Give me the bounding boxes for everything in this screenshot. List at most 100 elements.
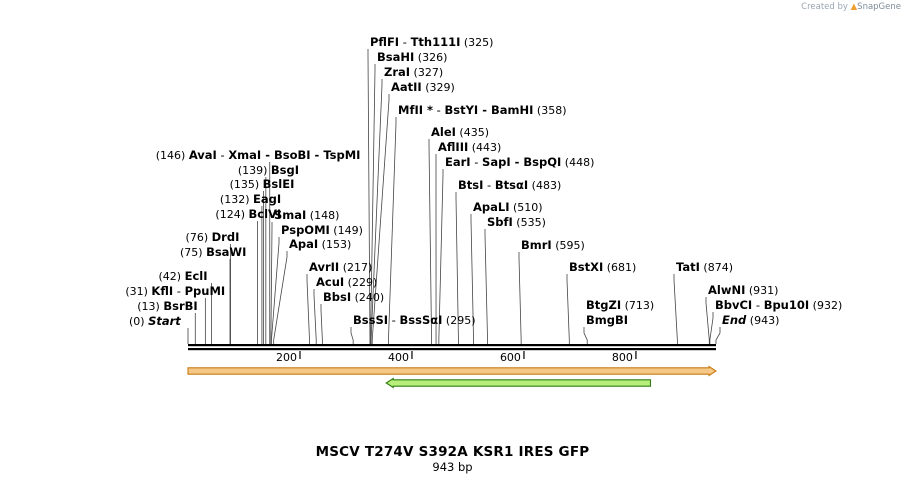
site-sep-eari: - — [471, 155, 482, 169]
leader-zrai — [370, 79, 383, 344]
leader-alei — [428, 139, 432, 344]
site-pos-btgzi: (713) — [621, 299, 654, 312]
backbone-bottom-line — [188, 348, 716, 351]
site-tati: TatI (874) — [676, 260, 733, 274]
site-pos-pflfi: (325) — [460, 36, 493, 49]
site-leaders — [187, 49, 721, 344]
leader-acui — [313, 289, 317, 344]
site-name-bbsi: BbsI — [323, 290, 351, 304]
site-text-bstxi: BstXI (681) — [569, 260, 636, 274]
site-pos-tati: (874) — [700, 261, 733, 274]
site-name-afliii: AflIII — [438, 140, 468, 154]
site-bslei: (135) BslEI — [230, 177, 295, 191]
site-end: End (943) — [722, 313, 779, 327]
site-name-eari: EarI — [445, 155, 471, 169]
site-apai: ApaI (153) — [289, 237, 351, 251]
site-pos-btsi: (483) — [528, 179, 561, 192]
site-text-eagi: (132) EagI — [220, 192, 281, 206]
site-text-bsssi: BssSI - BssSαI (295) — [353, 313, 476, 327]
leader-sbfi — [484, 229, 488, 344]
site-text-sbfi: SbfI (535) — [487, 215, 546, 229]
site-name-bmri: BmrI — [521, 238, 552, 252]
leader-bsahi — [370, 64, 376, 344]
site-name-bbvci: BbvCI — [715, 298, 752, 312]
site-text-end: End (943) — [722, 313, 779, 327]
site-bsahi: BsaHI (326) — [377, 50, 447, 64]
site-text-bbsi: BbsI (240) — [323, 290, 384, 304]
site-text-tati: TatI (874) — [676, 260, 733, 274]
site-text-aatii: AatII (329) — [391, 80, 455, 94]
site-btsi: BtsI - BtsαI (483) — [458, 178, 561, 192]
site-pos-bstxi: (681) — [603, 261, 636, 274]
site-sep-btsi: - — [483, 178, 494, 192]
site-name-bstxi: BstXI — [569, 260, 603, 274]
site-pos-drdi: (76) — [186, 231, 212, 244]
leader-bbvci — [709, 312, 714, 344]
leader-bbsi — [320, 304, 323, 344]
site-text-eari: EarI - SapI - BspQI (448) — [445, 155, 594, 169]
leader-apali — [470, 214, 474, 344]
site-pos-mfii: (358) — [533, 104, 566, 117]
site-text-pspomi: PspOMI (149) — [281, 223, 363, 237]
plasmid-map: 200 400 600 800 (0) Start(13) BsrBI(31) Kfl… — [125, 35, 842, 389]
site-pos-alei: (435) — [456, 126, 489, 139]
site-pos-aatii: (329) — [422, 81, 455, 94]
site-extra-bbvci: Bpu10I — [764, 298, 809, 312]
site-name-btsi: BtsI — [458, 178, 483, 192]
leader-eari — [438, 169, 444, 344]
site-name-mfii: MfII * — [398, 103, 433, 117]
site-name-pspomi: PspOMI — [281, 223, 330, 237]
site-name-avrii: AvrII — [309, 260, 339, 274]
site-pos-pspomi: (149) — [330, 224, 363, 237]
site-name-kfli: KflI — [151, 284, 173, 298]
site-name-sbfi: SbfI — [487, 215, 513, 229]
site-text-kfli: (31) KflI - PpuMI — [125, 284, 225, 298]
site-aatii: AatII (329) — [391, 80, 455, 94]
snapgene-logo-icon: ▲ — [850, 2, 858, 12]
site-name-ecli: EclI — [185, 269, 208, 283]
site-eagi: (132) EagI — [220, 192, 281, 206]
site-bstxi: BstXI (681) — [569, 260, 636, 274]
site-name-aatii: AatII — [391, 80, 422, 94]
site-text-alwni: AlwNI (931) — [708, 283, 778, 297]
site-pos-bsssi: (295) — [442, 314, 475, 327]
site-pos-bsgi: (139) — [238, 164, 271, 177]
site-name-bsahi: BsaHI — [377, 50, 414, 64]
scale-ticks: 200 400 600 800 — [276, 351, 637, 364]
site-pos-bsawi: (75) — [180, 246, 206, 259]
site-pos-alwni: (931) — [745, 284, 778, 297]
site-text-bsrbi: (13) BsrBI — [137, 299, 197, 313]
leader-apai — [273, 251, 288, 344]
site-text-apali: ApaLI (510) — [473, 200, 543, 214]
site-extra-btsi: BtsαI — [495, 178, 528, 192]
site-name-bslei: BslEI — [263, 177, 295, 191]
credit-brand: SnapGene — [857, 2, 901, 12]
site-sep-kfli: - — [173, 284, 184, 298]
site-eari: EarI - SapI - BspQI (448) — [445, 155, 594, 169]
site-avrii: AvrII (217) — [309, 260, 372, 274]
site-name-bsawi: BsaWI — [206, 245, 246, 259]
leader-bstxi — [566, 274, 570, 344]
site-name-smai: SmaI — [274, 208, 306, 222]
scale-tick-label-800: 800 — [612, 351, 633, 364]
site-pos-smai: (148) — [306, 209, 339, 222]
site-pos-acui: (229) — [344, 276, 377, 289]
site-sep-bbvci: - — [752, 298, 763, 312]
site-extra-bsssi: BssSαI — [400, 313, 443, 327]
site-pos-bslei: (135) — [230, 178, 263, 191]
site-alwni: AlwNI (931) — [708, 283, 778, 297]
site-extra-mfii: BstYI - BamHI — [445, 103, 534, 117]
site-extra-avai: XmaI - BsoBI - TspMI — [228, 148, 360, 162]
site-name-alei: AleI — [431, 125, 456, 139]
site-pos-sbfi: (535) — [513, 216, 546, 229]
site-pos-kfli: (31) — [125, 285, 151, 298]
site-bsawi: (75) BsaWI — [180, 245, 246, 259]
site-name-pflfi: PflFI — [370, 35, 399, 49]
scale-tick-label-200: 200 — [276, 351, 297, 364]
site-text-avrii: AvrII (217) — [309, 260, 372, 274]
site-pflfi: PflFI - Tth111I (325) — [370, 35, 493, 49]
site-bbsi: BbsI (240) — [323, 290, 384, 304]
site-sep-bsssi: - — [388, 313, 399, 327]
site-text-btsi: BtsI - BtsαI (483) — [458, 178, 561, 192]
site-labels: (0) Start(13) BsrBI(31) KflI - PpuMI(42)… — [125, 35, 842, 328]
